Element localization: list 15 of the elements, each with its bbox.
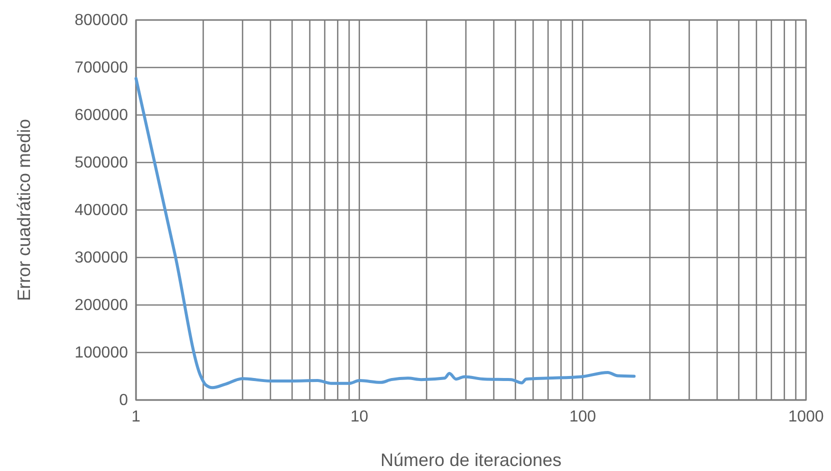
x-tick-label: 10 [350,408,368,426]
y-tick-label: 600000 [74,107,128,124]
y-tick-label: 100000 [74,344,128,362]
y-tick-label: 0 [119,392,128,410]
y-axis-title: Error cuadrático medio [14,118,34,302]
y-tick-label: 200000 [74,297,128,314]
y-tick-label: 800000 [74,12,128,30]
y-tick-label: 500000 [74,154,128,172]
x-axis-title: Número de iteraciones [380,450,562,470]
y-tick-label: 300000 [74,250,128,267]
y-tick-label: 400000 [74,202,128,220]
y-tick-label: 700000 [74,60,128,77]
x-tick-label: 1 [132,408,141,426]
x-tick-label: 100 [569,408,596,426]
x-tick-label: 1000 [788,408,824,426]
